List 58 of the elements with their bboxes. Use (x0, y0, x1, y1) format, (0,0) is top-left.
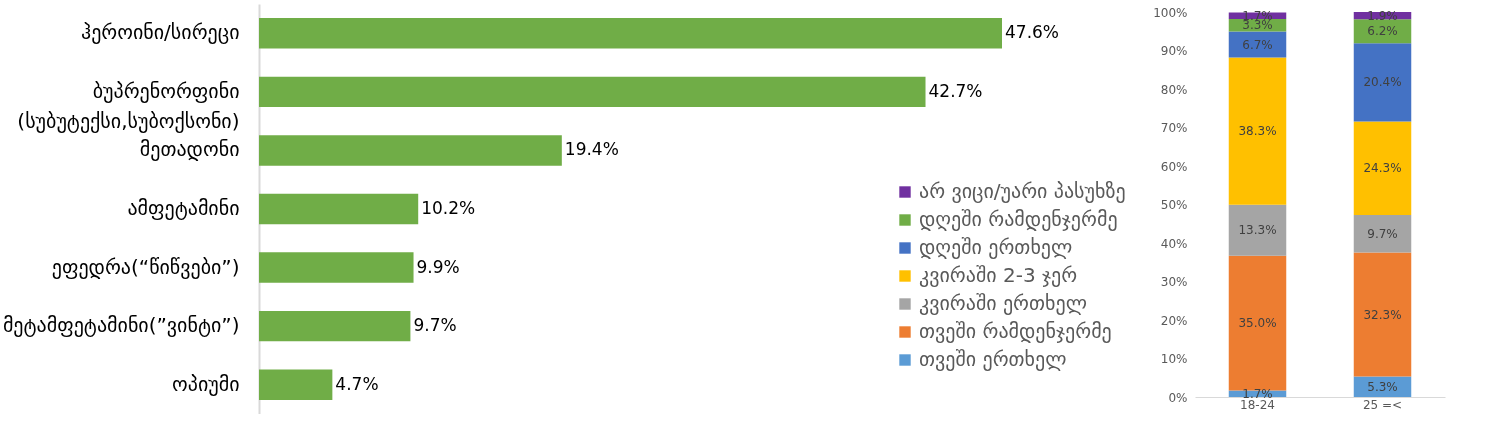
bar (1353, 215, 1412, 253)
y-tick-label: მეტამფეტამინი(”ვინტი”) (2, 313, 240, 338)
legend-label: კვირაში ერთხელ (919, 291, 1087, 315)
y-tick-label: 20% (1160, 313, 1188, 328)
data-label: 9.9% (416, 256, 460, 277)
bar (1228, 255, 1287, 391)
y-tick-label: 70% (1160, 121, 1188, 136)
y-tick-label: მეთადონი (139, 137, 240, 162)
y-tick-label: 100% (1153, 5, 1188, 20)
y-tick-label: 80% (1160, 82, 1188, 97)
y-tick-label: 90% (1160, 44, 1188, 59)
bar (259, 18, 1002, 49)
data-label: 24.3% (1363, 161, 1402, 176)
y-tick-label: ბუპრენორფინი (სუბუტექსი,სუბოქსონი) (17, 78, 240, 133)
data-label: 5.3% (1367, 379, 1398, 394)
data-label: 10.2% (421, 198, 476, 218)
bar (259, 310, 411, 342)
y-tick-label: ეფედრა(“წიწვები”) (51, 254, 240, 279)
y-tick-label: 10% (1160, 352, 1188, 367)
y-tick-label: ამფეტამინი (127, 196, 240, 220)
bar (259, 252, 414, 283)
y-tick-label: ჰეროინი/სირეცი (81, 20, 240, 45)
bar (259, 135, 562, 166)
legend-label: თვეში რამდენჯერმე (919, 319, 1112, 343)
data-label: 42.7% (928, 80, 983, 101)
x-tick-label: 25 =< (1362, 397, 1403, 412)
y-tick-label: 60% (1160, 159, 1188, 174)
data-label: 38.3% (1238, 124, 1277, 139)
y-tick-label: 30% (1160, 275, 1188, 290)
bar (1353, 43, 1412, 122)
bar (1353, 121, 1412, 216)
data-label: 32.3% (1363, 307, 1402, 322)
data-label: 35.0% (1238, 316, 1277, 331)
y-tick-label: ოპიუმი (172, 371, 240, 396)
legend-label: დღეში რამდენჯერმე (919, 207, 1118, 231)
legend-label: თვეში ერთხელ (919, 347, 1067, 371)
data-label: 9.7% (1367, 226, 1398, 241)
bar (259, 76, 926, 108)
data-label: 6.7% (1242, 37, 1273, 52)
y-tick-label: 50% (1160, 198, 1188, 213)
bar (1228, 204, 1287, 256)
data-label: 20.4% (1363, 75, 1402, 90)
y-tick-label: 0% (1168, 390, 1188, 405)
y-tick-label: 40% (1160, 236, 1188, 251)
data-label: 6.2% (1367, 24, 1398, 39)
data-label: 4.7% (335, 373, 379, 394)
bar (1353, 252, 1412, 377)
data-label: 47.6% (1005, 22, 1060, 43)
data-label: 1.9% (1367, 8, 1398, 23)
data-label: 19.4% (564, 139, 619, 160)
legend-label: არ ვიცი/უარი პასუხზე (919, 179, 1126, 203)
data-label: 13.3% (1238, 223, 1277, 238)
legend-label: დღეში ერთხელ (919, 235, 1073, 259)
bar (259, 193, 419, 225)
legend-label: კვირაში 2-3 ჯერ (919, 263, 1078, 287)
bar (259, 369, 333, 400)
data-label: 9.7% (413, 315, 457, 336)
bar (1228, 57, 1287, 205)
